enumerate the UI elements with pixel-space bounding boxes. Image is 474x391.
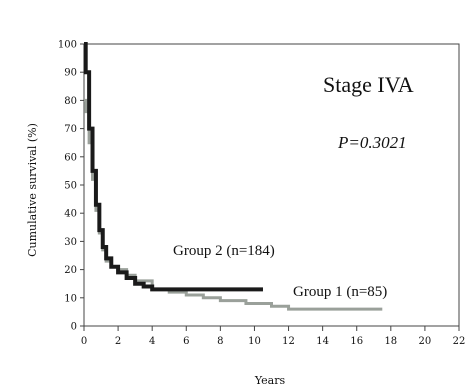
series-line-group-2 [83,42,263,292]
y-tick-label: 30 [64,237,77,248]
x-tick-label: 6 [183,336,189,347]
y-tick-label: 10 [64,293,77,304]
x-tick-label: 8 [217,336,223,347]
y-tick-label: 90 [64,68,77,79]
x-tick-label: 18 [384,336,397,347]
y-tick-label: 60 [64,152,77,163]
y-tick-label: 100 [58,40,77,51]
x-tick-label: 16 [350,336,363,347]
x-tick-label: 22 [453,336,466,347]
chart-ticks: 0 2 4 6 8 10 12 14 16 18 20 22 0 10 20 30 40 50 60 70 80 90 10… [58,40,465,348]
y-tick-label: 70 [64,124,77,135]
stage-annotation: Stage IVA [323,72,414,97]
x-tick-label: 12 [282,336,295,347]
x-tick-label: 2 [115,336,121,347]
y-axis-label: Cumulative survival (%) [26,123,39,257]
y-tick-label: 0 [71,322,77,333]
x-tick-label: 0 [81,336,87,347]
x-tick-label: 14 [316,336,329,347]
y-tick-label: 50 [64,181,77,192]
y-tick-label: 20 [64,265,77,276]
p-value-annotation: P=0.3021 [337,133,407,152]
y-tick-label: 80 [64,96,77,107]
y-tick-label: 40 [64,209,77,220]
x-tick-label: 20 [419,336,432,347]
x-tick-label: 10 [248,336,261,347]
series-label-group-1: Group 1 (n=85) [293,284,387,300]
series-label-group-2: Group 2 (n=184) [173,243,275,259]
chart-series [83,42,383,311]
x-axis-label: Years [254,374,286,387]
x-tick-label: 4 [149,336,155,347]
